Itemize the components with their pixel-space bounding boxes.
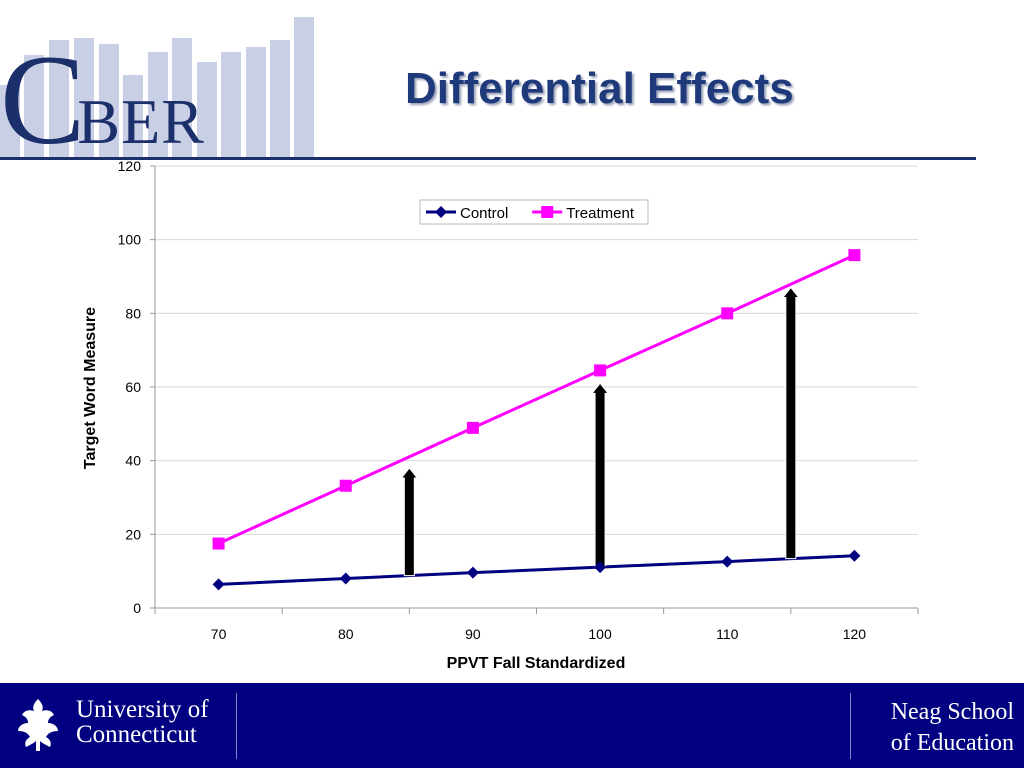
control-point bbox=[721, 555, 734, 568]
legend-marker-control bbox=[435, 206, 447, 218]
x-tick-label: 110 bbox=[716, 626, 739, 642]
logo-letter-c: C bbox=[0, 29, 86, 171]
legend-label: Treatment bbox=[566, 205, 635, 222]
y-tick-label: 20 bbox=[125, 526, 141, 542]
treatment-point bbox=[466, 421, 479, 434]
neag-wordmark: Neag School of Education bbox=[891, 697, 1014, 759]
x-tick-label: 120 bbox=[843, 626, 867, 642]
effect-arrow bbox=[781, 286, 800, 560]
control-point bbox=[594, 561, 607, 574]
x-tick-label: 80 bbox=[338, 626, 354, 642]
y-tick-label: 60 bbox=[125, 379, 141, 395]
uconn-wordmark: University of Connecticut bbox=[76, 697, 209, 747]
logo-letters-ber: BER bbox=[77, 86, 205, 157]
control-point bbox=[466, 566, 479, 579]
y-tick-label: 120 bbox=[118, 160, 142, 174]
x-tick-label: 90 bbox=[465, 626, 481, 642]
neag-line-2: of Education bbox=[890, 730, 1014, 756]
x-tick-label: 70 bbox=[211, 626, 227, 642]
logo-wordmark: CBER bbox=[0, 29, 205, 171]
series-line-treatment bbox=[217, 253, 856, 545]
control-point bbox=[339, 572, 352, 585]
x-axis-title: PPVT Fall Standardized bbox=[446, 655, 626, 672]
treatment-point bbox=[721, 307, 734, 320]
effect-arrow bbox=[591, 382, 610, 568]
footer-divider-right bbox=[850, 693, 851, 759]
treatment-point bbox=[848, 249, 861, 262]
treatment-point bbox=[339, 479, 352, 492]
legend-marker-treatment bbox=[541, 206, 554, 218]
control-point bbox=[212, 578, 225, 591]
x-tick-label: 100 bbox=[588, 626, 612, 642]
y-tick-label: 0 bbox=[133, 600, 141, 616]
y-tick-label: 80 bbox=[125, 305, 141, 321]
effect-arrow bbox=[400, 467, 419, 577]
footer-bar: University of Connecticut Neag School of… bbox=[0, 683, 1024, 768]
y-tick-label: 100 bbox=[118, 232, 142, 248]
cber-logo: CBER bbox=[0, 0, 320, 171]
footer-divider-left bbox=[236, 693, 237, 759]
slide-title: Differential Effects bbox=[405, 64, 794, 113]
y-tick-label: 40 bbox=[125, 453, 141, 469]
neag-line-1: Neag School bbox=[890, 699, 1014, 725]
header-divider bbox=[0, 157, 976, 160]
uconn-oak-leaf-icon bbox=[18, 699, 58, 751]
line-chart: 0 20 40 60 80 100 120 70 80 90 100 110 120 Control Tre… bbox=[118, 160, 919, 642]
treatment-point bbox=[212, 537, 225, 550]
legend-label: Control bbox=[460, 205, 508, 222]
control-point bbox=[848, 549, 861, 562]
y-axis-title: Target Word Measure bbox=[82, 306, 99, 470]
uconn-line-1: University of bbox=[76, 696, 209, 723]
logo-bars-graphic bbox=[0, 17, 314, 157]
series-line-control bbox=[218, 554, 855, 586]
uconn-line-2: Connecticut bbox=[76, 721, 197, 748]
treatment-point bbox=[594, 364, 607, 377]
